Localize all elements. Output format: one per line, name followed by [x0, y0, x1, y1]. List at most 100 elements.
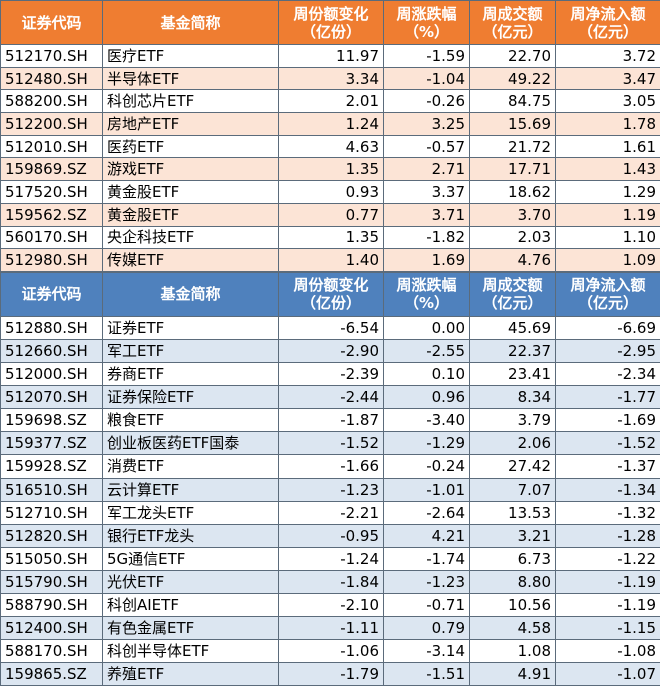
name-cell: 房地产ETF: [103, 113, 279, 136]
share-change-cell: -2.21: [279, 501, 384, 524]
turnover-cell: 2.03: [470, 226, 556, 249]
code-cell: 588790.SH: [1, 594, 103, 617]
name-cell: 券商ETF: [103, 363, 279, 386]
code-cell: 512070.SH: [1, 386, 103, 409]
code-cell: 512480.SH: [1, 67, 103, 90]
net-inflow-cell: 3.72: [556, 45, 660, 68]
code-cell: 159865.SZ: [1, 663, 103, 686]
change-pct-cell: -2.55: [384, 339, 470, 362]
change-pct-cell: 2.71: [384, 158, 470, 181]
column-header: 周成交额（亿元）: [470, 1, 556, 45]
column-header: 证券代码: [1, 272, 103, 316]
column-header: 基金简称: [103, 272, 279, 316]
share-change-cell: -1.52: [279, 432, 384, 455]
name-cell: 5G通信ETF: [103, 547, 279, 570]
net-inflow-cell: 1.09: [556, 249, 660, 272]
change-pct-cell: -1.04: [384, 67, 470, 90]
net-inflow-cell: 1.43: [556, 158, 660, 181]
name-cell: 云计算ETF: [103, 478, 279, 501]
change-pct-cell: 3.71: [384, 203, 470, 226]
net-inflow-cell: 1.29: [556, 181, 660, 204]
change-pct-cell: -1.59: [384, 45, 470, 68]
change-pct-cell: -1.51: [384, 663, 470, 686]
code-cell: 588200.SH: [1, 90, 103, 113]
code-cell: 512880.SH: [1, 316, 103, 339]
code-cell: 159928.SZ: [1, 455, 103, 478]
share-change-cell: -6.54: [279, 316, 384, 339]
net-inflow-cell: -6.69: [556, 316, 660, 339]
name-cell: 传媒ETF: [103, 249, 279, 272]
column-header: 基金简称: [103, 1, 279, 45]
name-cell: 粮食ETF: [103, 409, 279, 432]
net-inflow-cell: -1.69: [556, 409, 660, 432]
code-cell: 512660.SH: [1, 339, 103, 362]
name-cell: 军工龙头ETF: [103, 501, 279, 524]
code-cell: 512010.SH: [1, 135, 103, 158]
share-change-cell: 11.97: [279, 45, 384, 68]
share-change-cell: -1.06: [279, 640, 384, 663]
change-pct-cell: 0.10: [384, 363, 470, 386]
code-cell: 512710.SH: [1, 501, 103, 524]
net-inflow-cell: -2.34: [556, 363, 660, 386]
name-cell: 有色金属ETF: [103, 617, 279, 640]
column-header: 周涨跌幅（%）: [384, 1, 470, 45]
change-pct-cell: -0.71: [384, 594, 470, 617]
column-header: 周份额变化（亿份）: [279, 272, 384, 316]
name-cell: 证券ETF: [103, 316, 279, 339]
share-change-cell: -2.90: [279, 339, 384, 362]
name-cell: 养殖ETF: [103, 663, 279, 686]
name-cell: 医疗ETF: [103, 45, 279, 68]
code-cell: 560170.SH: [1, 226, 103, 249]
turnover-cell: 18.62: [470, 181, 556, 204]
share-change-cell: -2.39: [279, 363, 384, 386]
code-cell: 515790.SH: [1, 570, 103, 593]
share-change-cell: -1.87: [279, 409, 384, 432]
code-cell: 517520.SH: [1, 181, 103, 204]
net-inflow-cell: -1.28: [556, 524, 660, 547]
change-pct-cell: -1.29: [384, 432, 470, 455]
name-cell: 科创半导体ETF: [103, 640, 279, 663]
share-change-cell: -0.95: [279, 524, 384, 547]
name-cell: 科创AIETF: [103, 594, 279, 617]
name-cell: 消费ETF: [103, 455, 279, 478]
change-pct-cell: -2.64: [384, 501, 470, 524]
name-cell: 半导体ETF: [103, 67, 279, 90]
net-inflow-cell: -1.34: [556, 478, 660, 501]
change-pct-cell: 0.79: [384, 617, 470, 640]
change-pct-cell: 3.37: [384, 181, 470, 204]
turnover-cell: 27.42: [470, 455, 556, 478]
code-cell: 588170.SH: [1, 640, 103, 663]
net-inflow-cell: -1.08: [556, 640, 660, 663]
code-cell: 159562.SZ: [1, 203, 103, 226]
name-cell: 游戏ETF: [103, 158, 279, 181]
net-inflow-cell: -1.19: [556, 594, 660, 617]
turnover-cell: 3.79: [470, 409, 556, 432]
turnover-cell: 45.69: [470, 316, 556, 339]
net-inflow-cell: -1.37: [556, 455, 660, 478]
change-pct-cell: 3.25: [384, 113, 470, 136]
turnover-cell: 21.72: [470, 135, 556, 158]
code-cell: 159698.SZ: [1, 409, 103, 432]
code-cell: 512200.SH: [1, 113, 103, 136]
name-cell: 证券保险ETF: [103, 386, 279, 409]
name-cell: 黄金股ETF: [103, 203, 279, 226]
turnover-cell: 22.70: [470, 45, 556, 68]
net-inflow-cell: -1.07: [556, 663, 660, 686]
net-inflow-cell: 1.19: [556, 203, 660, 226]
